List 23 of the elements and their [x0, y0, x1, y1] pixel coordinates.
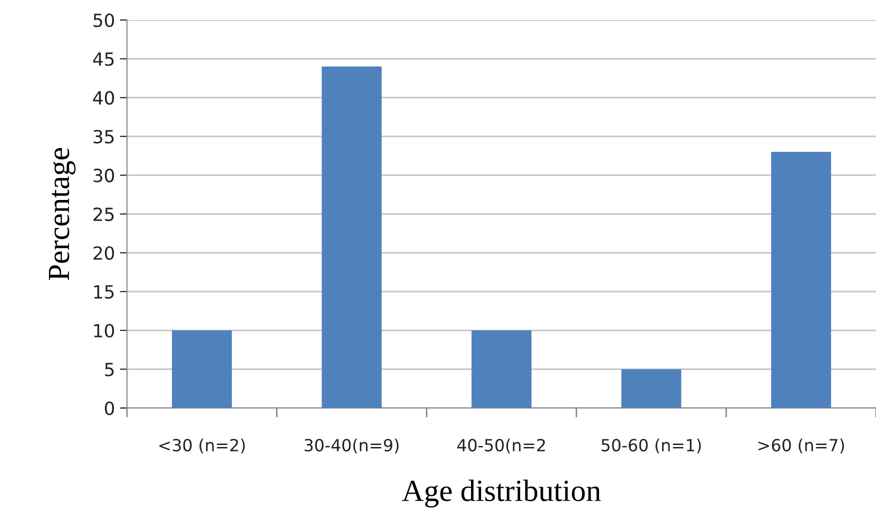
- y-tick-label: 30: [94, 168, 114, 182]
- bar: [621, 369, 682, 408]
- y-tick-label: 40: [93, 91, 114, 105]
- x-tick-label: >60 (n=7): [758, 438, 844, 454]
- y-tick-label: 5: [105, 362, 114, 376]
- y-tick-label: 0: [104, 401, 114, 416]
- bar: [172, 330, 232, 408]
- x-tick-label: 50-60 (n=1): [602, 438, 701, 454]
- y-tick-label: 35: [94, 130, 114, 144]
- bar: [771, 152, 832, 408]
- y-tick-label: 10: [94, 324, 114, 338]
- bar: [472, 330, 532, 408]
- x-tick-label: 40-50(n=2: [457, 438, 545, 454]
- x-tick-label: <30 (n=2): [159, 438, 245, 454]
- bar: [322, 66, 382, 408]
- y-tick-label: 45: [93, 52, 114, 66]
- y-tick-label: 15: [94, 285, 114, 299]
- y-tick-label: 50: [94, 13, 114, 28]
- y-axis-title: Percentage: [48, 148, 76, 280]
- y-tick-label: 20: [94, 246, 114, 260]
- x-axis-title: Age distribution: [402, 480, 601, 508]
- y-tick-label: 25: [94, 207, 114, 222]
- x-tick-label: 30-40(n=9): [304, 438, 399, 454]
